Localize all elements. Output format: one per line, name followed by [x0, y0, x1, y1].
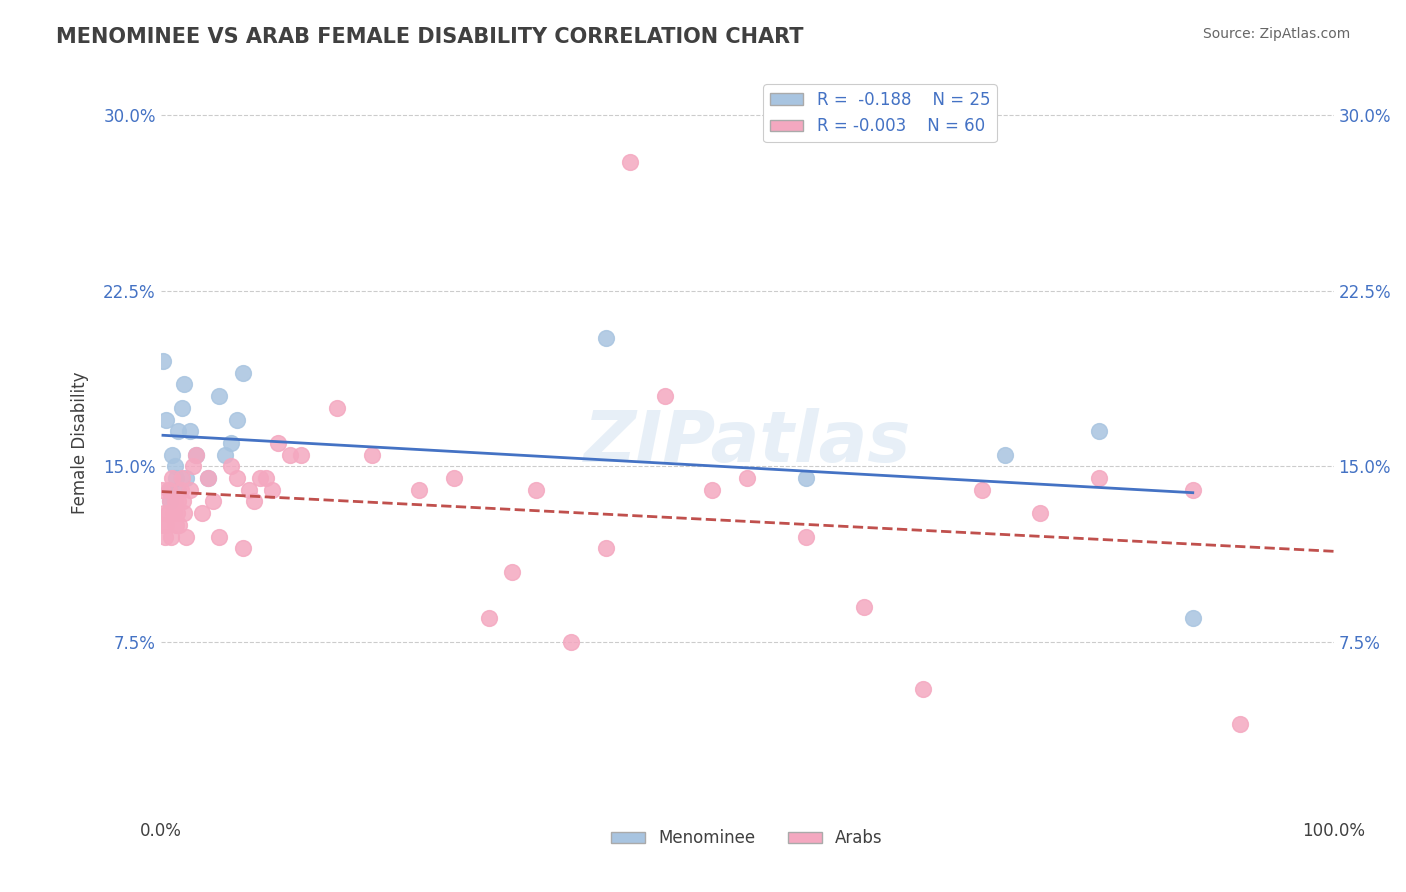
Point — [501, 565, 523, 579]
Point — [225, 471, 247, 485]
Point — [260, 483, 283, 497]
Point — [163, 494, 186, 508]
Point — [155, 517, 177, 532]
Point — [1181, 611, 1204, 625]
Point — [170, 471, 193, 485]
Point — [179, 483, 201, 497]
Point — [524, 483, 547, 497]
Point — [170, 401, 193, 415]
Point — [179, 424, 201, 438]
Point — [159, 494, 181, 508]
Point — [157, 483, 180, 497]
Point — [794, 471, 817, 485]
Point — [162, 448, 184, 462]
Point — [183, 459, 205, 474]
Point — [167, 483, 190, 497]
Point — [153, 506, 176, 520]
Point — [167, 494, 190, 508]
Point — [155, 412, 177, 426]
Point — [794, 530, 817, 544]
Point — [163, 459, 186, 474]
Point — [911, 681, 934, 696]
Point — [169, 483, 191, 497]
Point — [994, 448, 1017, 462]
Point — [214, 448, 236, 462]
Text: ZIPatlas: ZIPatlas — [583, 409, 911, 477]
Point — [267, 436, 290, 450]
Point — [208, 530, 231, 544]
Point — [157, 483, 180, 497]
Point — [166, 506, 188, 520]
Point — [197, 471, 219, 485]
Point — [162, 506, 184, 520]
Point — [197, 471, 219, 485]
Point — [853, 599, 876, 614]
Point — [219, 436, 242, 450]
Point — [232, 366, 254, 380]
Point — [1088, 471, 1111, 485]
Point — [155, 530, 177, 544]
Point — [443, 471, 465, 485]
Point — [169, 517, 191, 532]
Point — [1029, 506, 1052, 520]
Point — [735, 471, 758, 485]
Point — [173, 377, 195, 392]
Point — [243, 494, 266, 508]
Point — [172, 494, 194, 508]
Point — [152, 517, 174, 532]
Point — [150, 483, 173, 497]
Point — [1088, 424, 1111, 438]
Point — [278, 448, 301, 462]
Point — [165, 517, 187, 532]
Point — [208, 389, 231, 403]
Point — [595, 541, 617, 556]
Point — [156, 506, 179, 520]
Point — [970, 483, 993, 497]
Point — [254, 471, 277, 485]
Point — [160, 530, 183, 544]
Point — [173, 506, 195, 520]
Text: Source: ZipAtlas.com: Source: ZipAtlas.com — [1202, 27, 1350, 41]
Point — [700, 483, 723, 497]
Point — [165, 471, 187, 485]
Point — [184, 448, 207, 462]
Text: MENOMINEE VS ARAB FEMALE DISABILITY CORRELATION CHART: MENOMINEE VS ARAB FEMALE DISABILITY CORR… — [56, 27, 804, 46]
Point — [1181, 483, 1204, 497]
Point — [238, 483, 260, 497]
Point — [595, 331, 617, 345]
Point — [249, 471, 271, 485]
Point — [152, 354, 174, 368]
Point — [1229, 716, 1251, 731]
Point — [159, 494, 181, 508]
Point — [360, 448, 382, 462]
Point — [167, 424, 190, 438]
Legend: Menominee, Arabs: Menominee, Arabs — [605, 822, 890, 854]
Point — [225, 412, 247, 426]
Point — [190, 506, 212, 520]
Point — [219, 459, 242, 474]
Point — [162, 471, 184, 485]
Point — [184, 448, 207, 462]
Point — [325, 401, 347, 415]
Point — [232, 541, 254, 556]
Point — [290, 448, 312, 462]
Point — [176, 471, 198, 485]
Point — [176, 530, 198, 544]
Point — [202, 494, 225, 508]
Point — [654, 389, 676, 403]
Y-axis label: Female Disability: Female Disability — [72, 372, 89, 514]
Point — [408, 483, 430, 497]
Point — [560, 635, 582, 649]
Point — [619, 155, 641, 169]
Point — [478, 611, 501, 625]
